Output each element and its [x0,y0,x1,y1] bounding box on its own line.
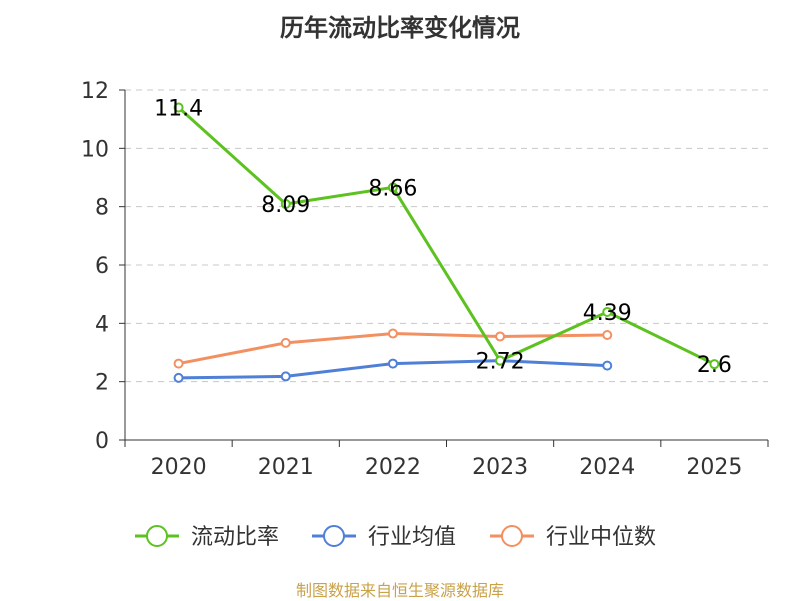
data-labels: 11.4 8.09 8.66 2.72 4.39 2.6 [154,97,732,379]
chart-title: 历年流动比率变化情况 [280,14,520,42]
y-tick-label: 4 [95,312,109,337]
legend-label: 流动比率 [191,525,279,550]
y-tick-label: 10 [81,137,109,162]
data-point [602,306,613,317]
y-tick-label: 2 [95,371,109,396]
x-tick-label: 2024 [579,455,635,480]
legend: 流动比率 行业均值 行业中位数 [135,525,656,550]
data-point [495,331,506,342]
data-point [602,360,613,371]
x-tick-label: 2021 [258,455,314,480]
legend-label: 行业中位数 [546,525,656,550]
y-tick-label: 12 [81,79,109,104]
data-point [280,371,291,382]
data-label: 8.66 [368,176,417,201]
data-label: 11.4 [154,97,203,122]
data-point [173,102,184,113]
data-label: 2.72 [476,350,525,375]
data-point [387,358,398,369]
series-line [177,106,716,366]
data-point [173,372,184,383]
source-note: 制图数据来自恒生聚源数据库 [295,581,504,600]
data-point [280,199,291,210]
grid [125,89,768,383]
data-point [387,182,398,193]
y-tick-label: 6 [95,254,109,279]
data-point [495,355,506,366]
y-tick-label: 0 [95,429,109,454]
data-point [280,337,291,348]
legend-label: 行业均值 [368,525,456,550]
data-point [387,328,398,339]
data-point [602,330,613,340]
legend-marker [501,525,523,547]
series [173,102,720,383]
data-label: 8.09 [261,193,310,218]
data-label: 4.39 [583,301,632,326]
axes: 0 2 4 6 8 10 12 2020 2021 2022 2023 2024 2025 [81,79,769,480]
data-point [173,358,184,369]
x-tick-label: 2025 [686,455,742,480]
x-tick-label: 2022 [365,455,421,480]
data-point [709,359,720,370]
legend-marker [323,525,345,547]
legend-marker [146,525,168,547]
y-tick-label: 8 [95,196,109,221]
data-label: 2.6 [697,353,732,378]
x-tick-label: 2020 [151,455,207,480]
x-tick-label: 2023 [472,455,528,480]
